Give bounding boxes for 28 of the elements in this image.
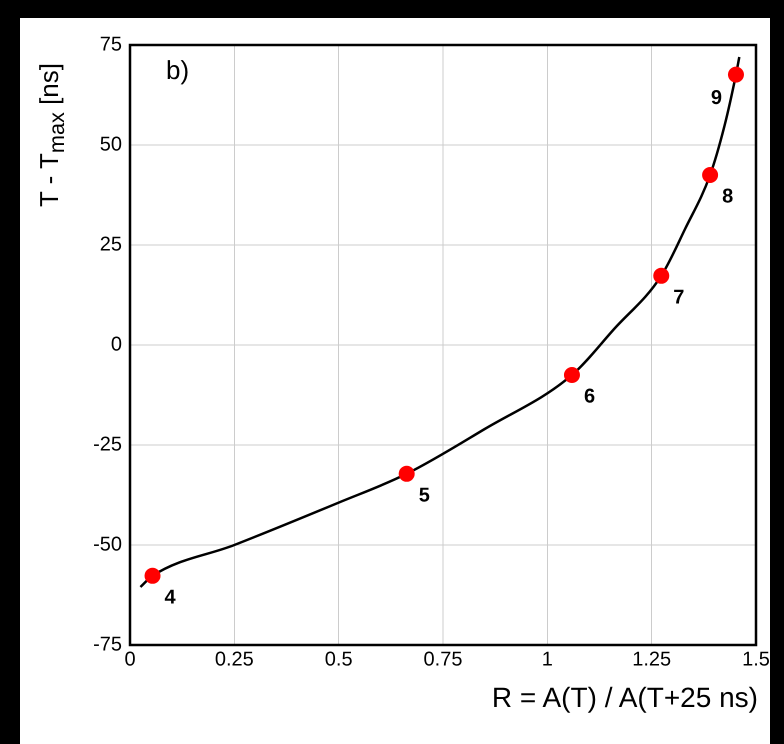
point [728, 66, 744, 83]
y-tick-label: -50 [93, 534, 122, 556]
point [564, 367, 580, 383]
x-tick-label: 0.25 [214, 648, 254, 671]
y-tick-label: 50 [100, 134, 122, 156]
x-tick-label: 0.75 [424, 648, 462, 671]
y-tick-label: 25 [100, 234, 122, 256]
point [144, 568, 161, 584]
x-tick-label: 0 [124, 648, 136, 671]
point [702, 167, 718, 183]
annotation: 8 [722, 186, 734, 208]
y-tick-label: 75 [100, 34, 122, 56]
x-tick-label: 1.5 [742, 648, 770, 671]
annotation: 6 [584, 386, 596, 408]
y-tick-label: -25 [93, 434, 122, 456]
annotation: 7 [673, 286, 684, 308]
y-tick-label: -75 [93, 634, 122, 656]
y-tick-label: 0 [110, 334, 122, 356]
x-tick-label: 1.25 [632, 648, 672, 671]
annotation: 4 [164, 586, 177, 608]
x-tick-label: 0.5 [324, 648, 353, 671]
annotation: b) [166, 55, 190, 86]
point [398, 466, 415, 482]
x-tick-label: 1 [542, 648, 553, 671]
x-axis-title: R = A(T) / A(T+25 ns) [492, 682, 758, 714]
point [653, 268, 670, 284]
annotation: 5 [418, 484, 430, 506]
annotation: 9 [710, 87, 722, 110]
